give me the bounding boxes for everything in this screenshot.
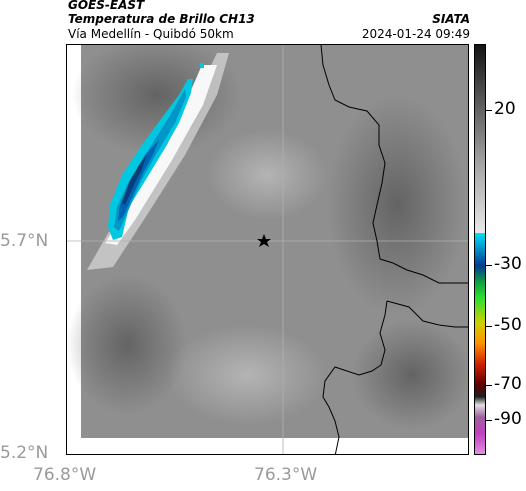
dark-cloud-area xyxy=(327,95,467,315)
latitude-label: 5.7°N xyxy=(0,231,49,251)
cold-cloud-top xyxy=(122,155,147,205)
no-data-strip-bottom xyxy=(67,438,468,454)
colorbar-tick xyxy=(486,385,492,386)
product-title: Temperatura de Brillo CH13 xyxy=(68,12,255,26)
organization-label: SIATA xyxy=(432,12,470,26)
latitude-label: 5.2°N xyxy=(0,443,49,463)
timestamp: 2024-01-24 09:49 xyxy=(361,27,470,41)
dark-cloud-area xyxy=(352,320,468,430)
colorbar-label: -70 xyxy=(494,374,522,394)
colorbar-label: -50 xyxy=(494,315,522,335)
satellite-title: GOES-EAST xyxy=(68,0,145,12)
route-label: Vía Medellín - Quibdó 50km xyxy=(68,27,234,41)
colorbar-label: -90 xyxy=(494,409,522,429)
map-canvas xyxy=(67,45,468,454)
light-cloud-area xyxy=(167,325,327,425)
colorbar-tick xyxy=(486,110,492,111)
temperature-colorbar xyxy=(474,44,486,455)
department-border xyxy=(386,300,468,328)
longitude-label: 76.8°W xyxy=(33,465,97,485)
cold-cloud-speck xyxy=(200,63,204,68)
department-border xyxy=(320,45,468,284)
cold-cloud-top xyxy=(118,140,159,221)
colorbar-label: -30 xyxy=(494,254,522,274)
dark-cloud-area xyxy=(67,275,187,415)
department-border xyxy=(322,300,388,454)
satellite-map[interactable] xyxy=(66,44,469,455)
light-cloud-area xyxy=(207,130,327,220)
colorbar-label: 20 xyxy=(494,99,516,119)
colorbar-tick xyxy=(486,265,492,266)
colorbar-gradient xyxy=(475,45,485,454)
colorbar-tick xyxy=(486,420,492,421)
colorbar-tick xyxy=(486,326,492,327)
star-icon[interactable] xyxy=(257,234,271,247)
longitude-label: 76.3°W xyxy=(254,465,318,485)
